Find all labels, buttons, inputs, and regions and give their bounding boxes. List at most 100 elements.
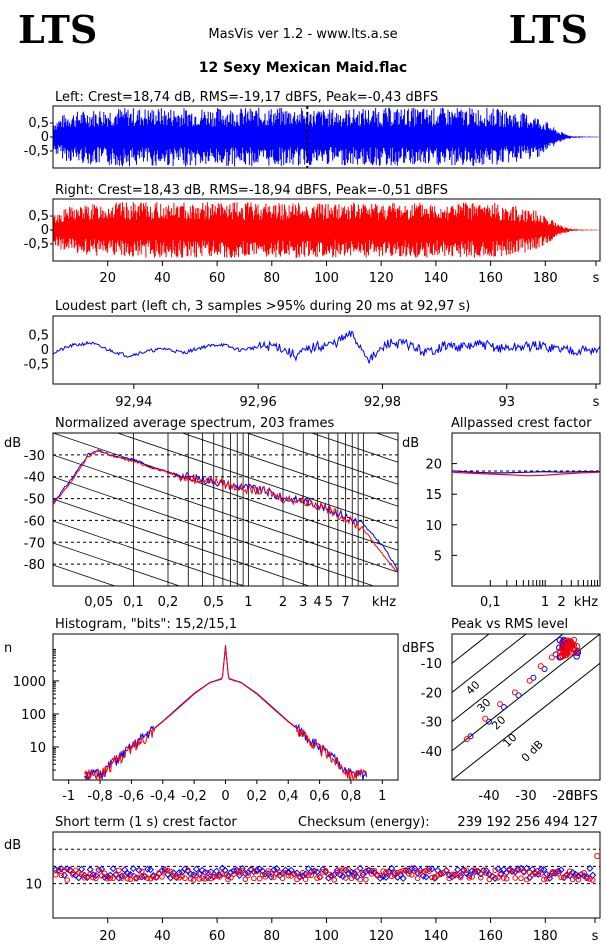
spectrum-diagonal bbox=[53, 301, 398, 418]
short-crest-point bbox=[403, 867, 409, 873]
short-crest-point bbox=[448, 873, 456, 881]
peak-rms-ytick: -40 bbox=[421, 745, 442, 760]
short-crest-point bbox=[581, 869, 587, 876]
allpassed-xtick: kHz bbox=[574, 595, 598, 610]
short-crest-point bbox=[222, 871, 228, 878]
allpassed-ytick: 5 bbox=[434, 549, 442, 564]
peak-rms-point bbox=[500, 704, 507, 710]
allpassed-xtick: 0,1 bbox=[480, 595, 501, 610]
histogram-title: Histogram, "bits": 15,2/15,1 bbox=[55, 617, 237, 632]
spectrum-xtick: 0,2 bbox=[158, 595, 179, 610]
short-crest-point bbox=[437, 871, 444, 878]
histogram-ytick: 10 bbox=[29, 741, 46, 756]
short-crest-point bbox=[394, 869, 401, 876]
short-crest-point bbox=[417, 870, 424, 876]
short-crest-point bbox=[515, 867, 521, 874]
short-crest-point bbox=[443, 868, 450, 874]
short-crest-point bbox=[93, 875, 99, 882]
short-crest-point bbox=[64, 877, 71, 883]
short-crest-point bbox=[506, 867, 513, 874]
short-crest-point bbox=[256, 875, 263, 882]
short-crest-point bbox=[233, 868, 240, 875]
short-crest-point bbox=[571, 870, 580, 878]
short-crest-point bbox=[219, 871, 226, 877]
peak-rms-point bbox=[497, 701, 504, 708]
short-crest-point bbox=[544, 875, 550, 882]
short-crest-point bbox=[121, 872, 128, 879]
histogram-series bbox=[83, 646, 367, 782]
allpassed-xtick: 1 bbox=[541, 595, 549, 610]
short-crest-point bbox=[535, 867, 541, 874]
histogram-xtick: 1 bbox=[378, 789, 386, 804]
short-crest-point bbox=[561, 874, 567, 880]
short-crest-xtick: 180 bbox=[533, 929, 558, 944]
right-waveform-xtick: 100 bbox=[314, 271, 339, 286]
short-crest-point bbox=[432, 874, 438, 880]
short-crest-point bbox=[505, 865, 514, 873]
file-name: 12 Sexy Mexican Maid.flac bbox=[198, 60, 408, 76]
histogram-xtick: 0 bbox=[221, 789, 229, 804]
right-waveform-xtick: 40 bbox=[154, 271, 171, 286]
short-crest-point bbox=[518, 875, 524, 882]
short-crest-point bbox=[126, 871, 134, 879]
short-crest-point bbox=[302, 876, 309, 883]
short-crest-point bbox=[239, 867, 246, 874]
short-crest-point bbox=[156, 870, 162, 876]
short-crest-point bbox=[406, 871, 412, 877]
spectrum-diagonal bbox=[53, 279, 398, 396]
allpassed-series bbox=[451, 470, 600, 474]
short-crest-point bbox=[213, 873, 220, 879]
short-crest-point bbox=[469, 874, 475, 880]
short-crest-point bbox=[84, 873, 91, 880]
histogram-ytick: 1000 bbox=[13, 675, 46, 690]
short-crest-point bbox=[345, 867, 352, 873]
short-crest-point bbox=[480, 867, 487, 873]
short-crest-point bbox=[205, 869, 211, 876]
short-crest-point bbox=[587, 876, 593, 882]
short-crest-point bbox=[297, 873, 303, 880]
left-waveform-ytick: 0 bbox=[41, 130, 49, 145]
short-crest-point bbox=[465, 871, 473, 880]
short-crest-point bbox=[485, 871, 493, 879]
short-crest-xtick: 80 bbox=[264, 929, 281, 944]
spectrum-diagonal bbox=[53, 454, 398, 573]
spectrum-diagonal bbox=[310, 433, 398, 463]
short-crest-point bbox=[388, 864, 396, 872]
short-crest-point bbox=[75, 869, 82, 876]
short-crest-point bbox=[322, 868, 329, 874]
short-crest-point bbox=[422, 873, 430, 881]
short-crest-point bbox=[557, 866, 565, 874]
peak-rms-point bbox=[486, 718, 492, 725]
short-crest-point bbox=[133, 875, 139, 882]
short-crest-point bbox=[466, 875, 473, 881]
short-crest-point bbox=[555, 870, 562, 877]
short-crest-point bbox=[159, 874, 165, 880]
short-crest-point bbox=[195, 870, 203, 878]
short-crest-point bbox=[532, 871, 539, 877]
peak-rms-point bbox=[515, 692, 522, 699]
short-crest-xtick: 100 bbox=[314, 929, 339, 944]
peak-rms-diagonal bbox=[452, 634, 564, 723]
short-crest-point bbox=[251, 875, 257, 882]
short-crest-point bbox=[124, 875, 131, 882]
peak-rms-point bbox=[530, 674, 537, 681]
short-crest-point bbox=[192, 865, 200, 873]
loudest-part-ytick: 0 bbox=[41, 343, 49, 358]
short-crest-point bbox=[308, 872, 315, 879]
short-crest-point bbox=[377, 872, 384, 879]
loudest-part-xtick: 92,96 bbox=[240, 395, 277, 410]
histogram-series bbox=[83, 645, 368, 781]
right-waveform-series bbox=[53, 202, 599, 258]
short-crest-point bbox=[589, 877, 596, 883]
short-crest-point bbox=[150, 874, 157, 880]
spectrum-xtick: 2 bbox=[279, 595, 287, 610]
peak-rms-point bbox=[526, 677, 533, 684]
short-crest-point bbox=[330, 871, 338, 879]
peak-rms-xtick: -30 bbox=[515, 789, 536, 804]
short-crest-point bbox=[107, 875, 114, 881]
short-crest-point bbox=[386, 870, 392, 876]
short-crest-xtick: 60 bbox=[209, 929, 226, 944]
allpassed-series bbox=[451, 471, 601, 477]
short-crest-point bbox=[549, 869, 556, 875]
